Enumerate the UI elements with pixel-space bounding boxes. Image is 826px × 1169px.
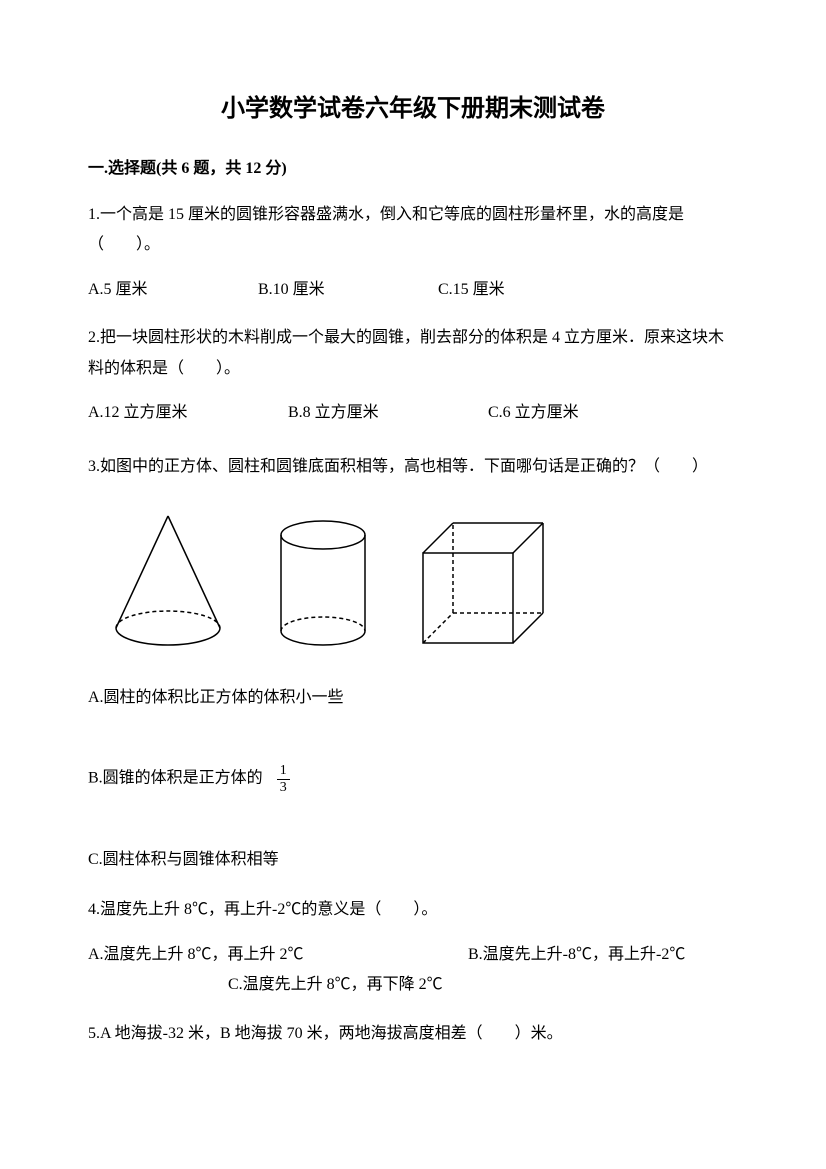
question-1: 1.一个高是 15 厘米的圆锥形容器盛满水，倒入和它等底的圆柱形量杯里，水的高度… bbox=[88, 200, 738, 305]
q1-option-a: A.5 厘米 bbox=[88, 275, 258, 305]
q2-option-b: B.8 立方厘米 bbox=[288, 398, 488, 428]
q3-text: 3.如图中的正方体、圆柱和圆锥底面积相等，高也相等．下面哪句话是正确的？（ ） bbox=[88, 446, 738, 488]
q3-option-c: C.圆柱体积与圆锥体积相等 bbox=[88, 845, 738, 875]
q3-shapes bbox=[98, 508, 738, 653]
q1-option-c: C.15 厘米 bbox=[438, 275, 505, 305]
q2-options: A.12 立方厘米 B.8 立方厘米 C.6 立方厘米 bbox=[88, 398, 738, 428]
question-3: 3.如图中的正方体、圆柱和圆锥底面积相等，高也相等．下面哪句话是正确的？（ ） bbox=[88, 446, 738, 875]
cone-icon bbox=[98, 508, 238, 653]
q4-option-c: C.温度先上升 8℃，再下降 2℃ bbox=[228, 976, 443, 993]
q1-option-b: B.10 厘米 bbox=[258, 275, 438, 305]
question-2: 2.把一块圆柱形状的木料削成一个最大的圆锥，削去部分的体积是 4 立方厘米．原来… bbox=[88, 323, 738, 428]
cube-icon bbox=[408, 513, 548, 653]
q1-text: 1.一个高是 15 厘米的圆锥形容器盛满水，倒入和它等底的圆柱形量杯里，水的高度… bbox=[88, 200, 738, 261]
fraction-icon: 1 3 bbox=[277, 763, 290, 795]
section-header: 一.选择题(共 6 题，共 12 分) bbox=[88, 156, 738, 182]
q1-options: A.5 厘米 B.10 厘米 C.15 厘米 bbox=[88, 275, 738, 305]
page-title: 小学数学试卷六年级下册期末测试卷 bbox=[88, 90, 738, 128]
q3-option-a: A.圆柱的体积比正方体的体积小一些 bbox=[88, 683, 738, 713]
fraction-numerator: 1 bbox=[277, 763, 290, 779]
q4-option-b: B.温度先上升-8℃，再上升-2℃ bbox=[468, 946, 685, 963]
q4-option-a: A.温度先上升 8℃，再上升 2℃ bbox=[88, 940, 468, 970]
question-5: 5.A 地海拔-32 米，B 地海拔 70 米，两地海拔高度相差（ ）米。 bbox=[88, 1019, 738, 1049]
q2-text: 2.把一块圆柱形状的木料削成一个最大的圆锥，削去部分的体积是 4 立方厘米．原来… bbox=[88, 323, 738, 384]
q3-option-b: B.圆锥的体积是正方体的 1 3 bbox=[88, 763, 738, 795]
q4-options: A.温度先上升 8℃，再上升 2℃B.温度先上升-8℃，再上升-2℃ C.温度先… bbox=[88, 940, 738, 1001]
q5-text: 5.A 地海拔-32 米，B 地海拔 70 米，两地海拔高度相差（ ）米。 bbox=[88, 1019, 738, 1049]
q2-option-c: C.6 立方厘米 bbox=[488, 398, 579, 428]
q2-option-a: A.12 立方厘米 bbox=[88, 398, 288, 428]
cylinder-icon bbox=[268, 513, 378, 653]
question-4: 4.温度先上升 8℃，再上升-2℃的意义是（ ）。 A.温度先上升 8℃，再上升… bbox=[88, 895, 738, 1000]
fraction-denominator: 3 bbox=[277, 780, 290, 795]
q4-text: 4.温度先上升 8℃，再上升-2℃的意义是（ ）。 bbox=[88, 895, 738, 925]
q3-option-b-prefix: B.圆锥的体积是正方体的 bbox=[88, 770, 263, 787]
